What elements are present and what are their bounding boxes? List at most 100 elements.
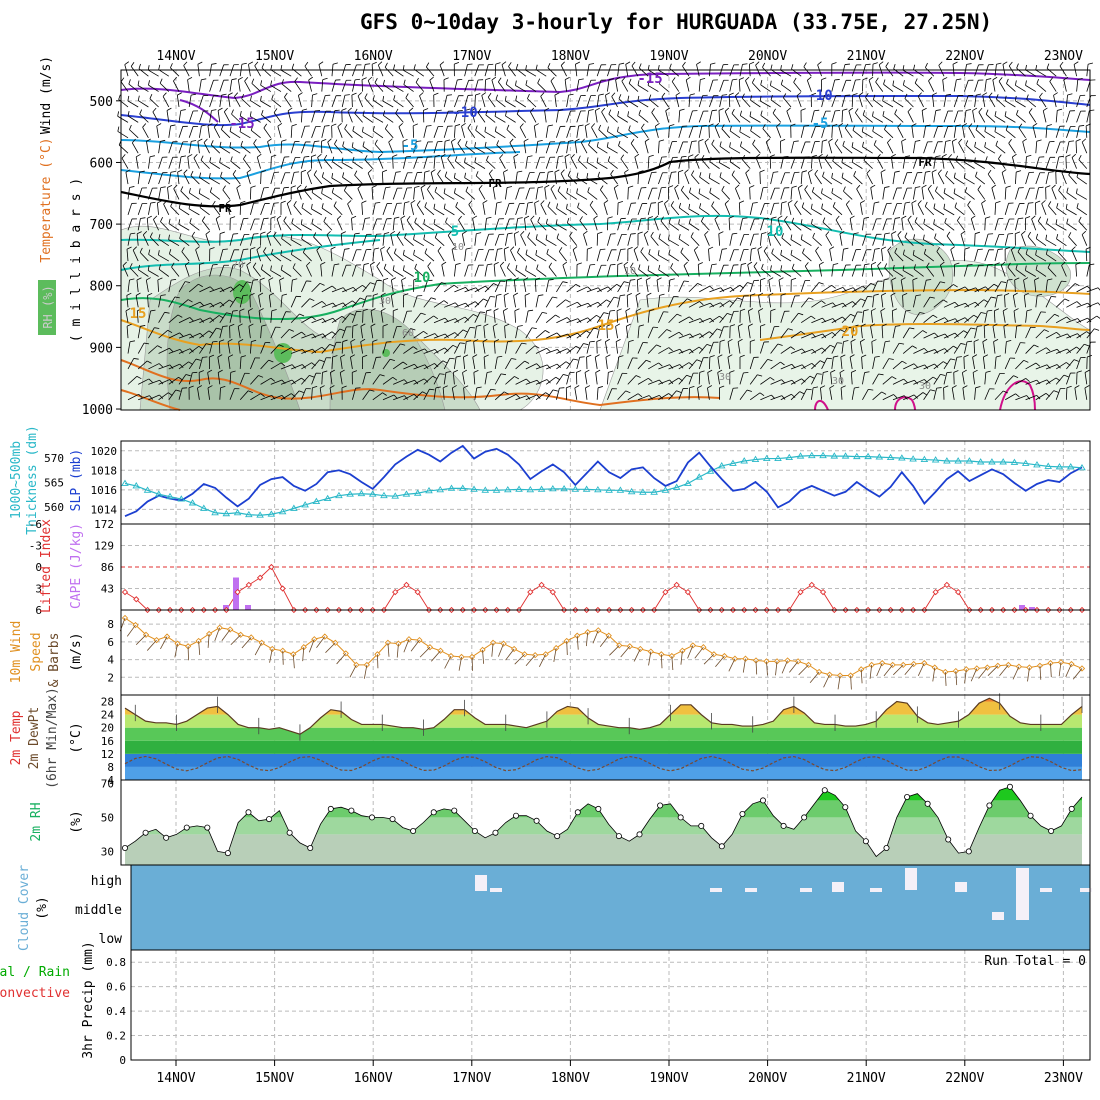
upper-wind-barb-flag	[242, 294, 248, 297]
upper-wind-barb	[290, 331, 302, 339]
upper-wind-barb	[607, 284, 617, 293]
upper-wind-barb	[513, 156, 516, 169]
upper-wind-barb	[197, 141, 200, 154]
upper-wind-barb	[209, 327, 217, 339]
upper-wind-barb	[413, 378, 425, 385]
upper-wind-barb	[229, 388, 235, 400]
upper-wind-barb-flag	[790, 249, 793, 255]
upper-wind-barb-flag	[943, 188, 946, 194]
upper-wind-barb	[708, 125, 710, 138]
upper-wind-barb	[495, 131, 506, 139]
upper-wind-barb-flag	[496, 140, 500, 146]
upper-wind-barb	[607, 79, 610, 92]
upper-wind-barb	[1004, 393, 1016, 401]
upper-wind-barb	[862, 372, 865, 385]
rh2m-point	[698, 822, 705, 829]
upper-wind-barb	[474, 146, 486, 154]
upper-wind-barb	[814, 173, 822, 185]
upper-wind-barb-flag	[238, 338, 244, 342]
upper-wind-barb	[821, 141, 823, 154]
upper-wind-barb-flag	[443, 300, 449, 304]
upper-wind-barb	[392, 269, 404, 277]
upper-wind-barb-flag	[1079, 125, 1085, 127]
upper-wind-barb	[719, 162, 730, 169]
upper-wind-barb	[933, 281, 941, 293]
upper-wind-barb	[699, 207, 710, 216]
upper-wind-barb-flag	[637, 95, 640, 101]
upper-wind-barb-flag	[291, 347, 296, 351]
upper-wind-barb	[586, 314, 597, 324]
upper-wind-barb-flag	[250, 95, 252, 101]
upper-wind-barb-flag	[1025, 64, 1027, 70]
upper-wind-barb	[419, 95, 425, 108]
upper-wind-barb	[596, 387, 599, 400]
upper-wind-barb-flag	[1028, 202, 1034, 204]
upper-wind-barb	[958, 142, 965, 154]
upper-wind-barb	[474, 161, 486, 169]
cloud-high-gap	[905, 868, 917, 890]
upper-wind-barb	[668, 390, 677, 401]
text-layer: 14NOV14NOV15NOV15NOV16NOV16NOV17NOV17NOV…	[0, 49, 1086, 1086]
cloud-tick-label: high	[91, 874, 122, 889]
upper-wind-barb-flag	[138, 394, 143, 399]
upper-wind-barb-flag	[434, 232, 438, 238]
upper-wind-barb	[1035, 329, 1045, 339]
upper-wind-barb	[808, 172, 812, 185]
upper-wind-barb-flag	[534, 345, 540, 349]
upper-wind-barb	[472, 357, 476, 370]
upper-wind-barb	[311, 373, 317, 385]
upper-wind-barb-flag	[887, 138, 892, 143]
upper-wind-barb-flag	[921, 107, 927, 111]
upper-wind-barb	[831, 79, 836, 92]
wind10-point	[269, 645, 276, 653]
upper-wind-barb	[566, 318, 579, 324]
upper-wind-barb	[964, 95, 969, 108]
upper-wind-barb	[344, 190, 353, 200]
upper-wind-barb	[189, 318, 201, 324]
upper-wind-barb	[1035, 141, 1038, 154]
upper-wind-barb	[473, 341, 476, 354]
t2-band	[125, 727, 1082, 741]
upper-wind-barb	[800, 157, 805, 169]
upper-wind-barb-flag	[668, 347, 673, 352]
upper-wind-barb	[127, 115, 139, 123]
upper-wind-barb-flag	[528, 309, 534, 312]
upper-wind-barb	[403, 254, 414, 262]
upper-wind-barb-flag	[535, 64, 538, 70]
upper-wind-barb	[382, 100, 394, 108]
upper-wind-barb-flag	[894, 247, 898, 253]
upper-wind-barb	[393, 99, 404, 108]
upper-wind-barb-flag	[162, 92, 167, 97]
upper-wind-barb-flag	[878, 61, 884, 66]
upper-wind-barb-flag	[810, 315, 816, 320]
upper-wind-barb	[800, 239, 812, 247]
upper-wind-barb-flag	[729, 126, 732, 132]
upper-wind-barb	[170, 67, 180, 77]
wind10-barb	[869, 664, 873, 679]
upper-wind-barb-flag	[514, 231, 520, 235]
upper-wind-barb-flag	[283, 216, 287, 222]
upper-wind-barb-flag	[862, 77, 868, 80]
upper-wind-barb-flag	[800, 234, 803, 240]
upper-wind-barb	[207, 372, 210, 385]
upper-wind-barb-flag	[750, 125, 753, 131]
upper-wind-barb-flag	[270, 377, 276, 382]
rh2m-point	[471, 828, 478, 835]
upper-wind-barb	[301, 223, 312, 231]
upper-wind-barb	[271, 253, 282, 262]
upper-wind-barb-flag	[894, 217, 901, 219]
thickness-point	[571, 485, 580, 492]
li-point	[527, 588, 534, 596]
upper-wind-barb-flag	[527, 201, 533, 204]
upper-wind-barb-flag	[148, 249, 151, 255]
panel-frame-precip	[130, 949, 1091, 1061]
upper-wind-barb	[752, 143, 761, 154]
upper-wind-barb	[423, 172, 426, 185]
li-tick-label: 3	[35, 583, 42, 596]
upper-wind-barb	[596, 249, 601, 262]
upper-wind-barb-flag	[791, 379, 796, 385]
upper-wind-barb-flag	[484, 141, 487, 147]
thick-tick-label: 570	[44, 452, 64, 465]
upper-wind-barb-flag	[558, 109, 564, 111]
upper-wind-barb-flag	[191, 231, 196, 237]
